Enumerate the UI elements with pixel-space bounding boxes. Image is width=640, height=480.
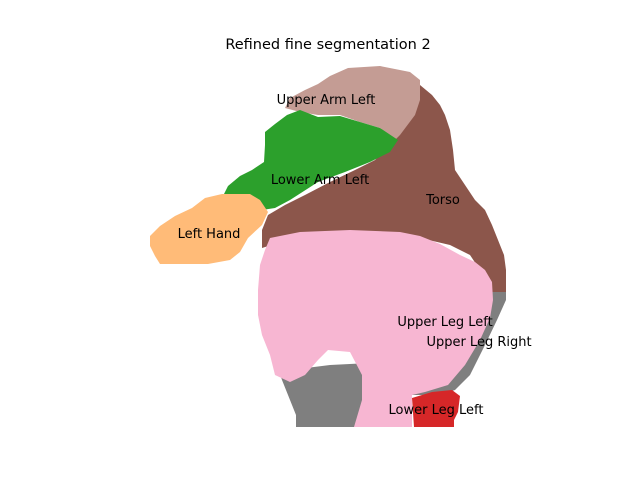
label-lower-arm-left: Lower Arm Left <box>271 173 369 188</box>
label-upper-arm-left: Upper Arm Left <box>277 93 376 108</box>
segment-torso <box>262 85 506 292</box>
segment-upper-leg-left <box>258 230 493 427</box>
segment-upper-leg-right <box>270 290 506 427</box>
label-torso: Torso <box>425 193 460 208</box>
segmentation-mask <box>150 66 506 427</box>
label-upper-leg-right: Upper Leg Right <box>426 335 531 350</box>
segment-labels: Upper Arm Left Lower Arm Left Torso Left… <box>178 93 532 418</box>
label-lower-leg-left: Lower Leg Left <box>389 403 484 418</box>
segment-left-hand <box>150 194 268 264</box>
segment-upper-arm-left <box>285 66 420 140</box>
figure-title: Refined fine segmentation 2 <box>225 37 430 53</box>
label-upper-leg-left: Upper Leg Left <box>397 315 492 330</box>
segment-lower-arm-left <box>222 110 398 210</box>
label-left-hand: Left Hand <box>178 227 241 242</box>
segment-lower-leg-left <box>412 390 460 427</box>
